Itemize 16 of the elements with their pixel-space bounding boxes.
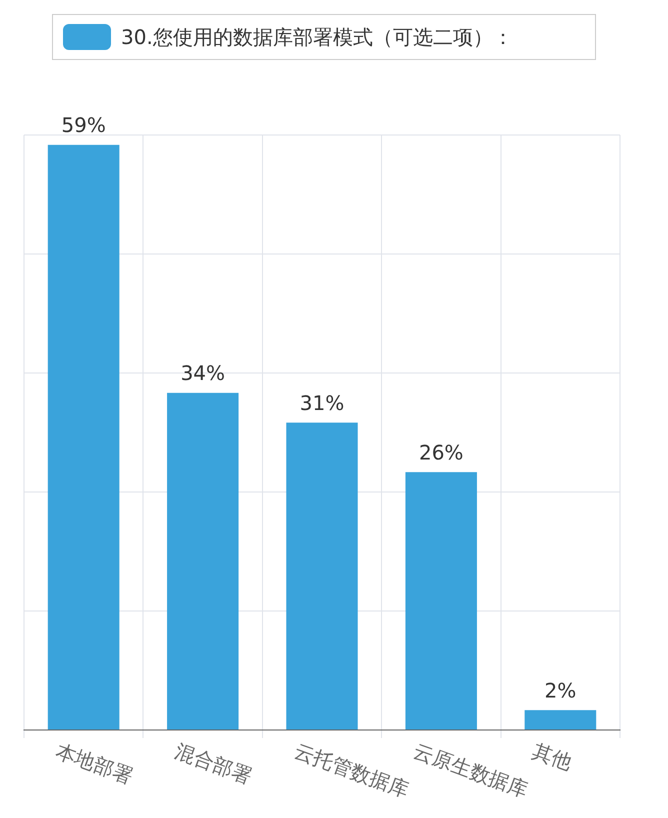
x-tick-label: 其他 (529, 738, 576, 775)
data-label: 2% (544, 678, 576, 702)
x-tick-label: 云托管数据库 (291, 738, 412, 802)
data-label: 26% (418, 440, 464, 464)
x-tick-label: 云原生数据库 (410, 738, 532, 802)
bar (286, 422, 358, 730)
data-label: 31% (300, 390, 344, 415)
bar (405, 472, 477, 730)
bar (167, 392, 239, 730)
legend-label: 30.您使用的数据库部署模式（可选二项）： (121, 24, 513, 50)
x-tick-label: 混合部署 (172, 738, 256, 788)
x-tick-label: 本地部署 (52, 738, 136, 788)
bar (48, 144, 120, 730)
data-label: 59% (61, 113, 106, 138)
data-label: 34% (180, 361, 226, 386)
bar (524, 710, 596, 730)
